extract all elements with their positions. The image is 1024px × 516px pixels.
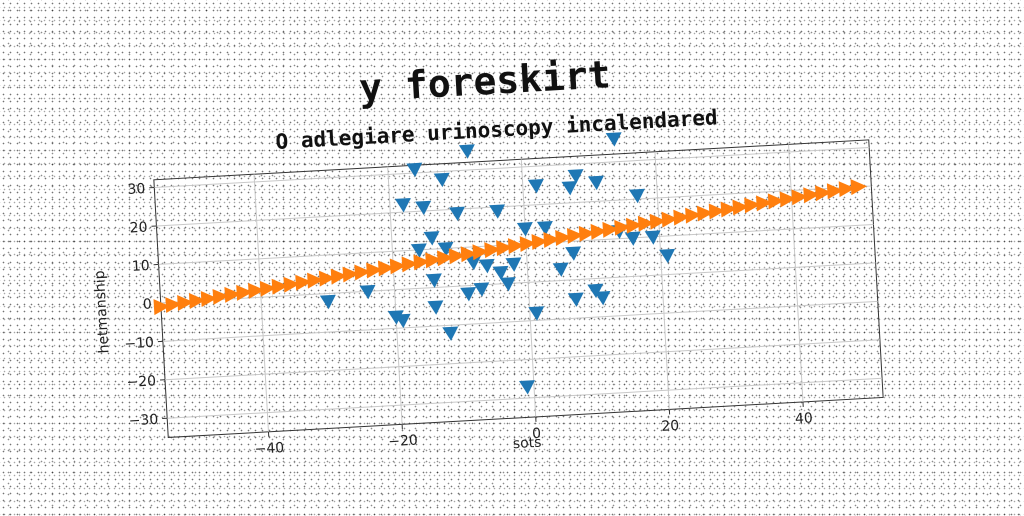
y-tick-label: 0	[142, 296, 152, 312]
y-tick-label: 30	[127, 181, 146, 198]
chart-subtitle: O adlegiare urinoscopy incalendared	[275, 105, 718, 154]
x-axis-label: sots	[512, 435, 542, 453]
data-point	[519, 380, 536, 395]
x-tick-label: 40	[795, 410, 814, 427]
rotated-figure: y foreskirt O adlegiare urinoscopy incal…	[81, 38, 885, 475]
y-tick-label: −10	[124, 335, 154, 353]
data-point	[594, 291, 611, 306]
x-tick-label: 20	[661, 418, 680, 435]
y-tick-label: 10	[131, 258, 150, 275]
data-point	[427, 300, 444, 315]
data-point	[561, 181, 578, 196]
data-point	[851, 178, 868, 195]
data-point	[500, 277, 517, 292]
data-point	[645, 230, 662, 245]
data-point	[473, 282, 490, 297]
y-gridline	[154, 148, 869, 188]
data-point	[442, 327, 459, 342]
y-gridline	[165, 340, 880, 380]
y-tick-labels: −30 −20 −10 0 10 20 30	[115, 181, 158, 429]
x-gridline	[521, 159, 535, 417]
data-point	[568, 292, 585, 307]
data-point	[411, 243, 428, 258]
y-gridline	[163, 301, 878, 341]
data-point	[415, 201, 432, 216]
data-point	[449, 207, 466, 222]
data-point	[528, 306, 545, 321]
data-point	[395, 198, 412, 213]
data-point	[625, 231, 642, 246]
data-point	[588, 176, 605, 191]
data-point	[320, 295, 337, 310]
x-gridline	[655, 152, 669, 410]
x-gridline	[254, 174, 268, 432]
y-tick-label: 20	[129, 219, 148, 236]
y-gridline	[161, 263, 876, 303]
chart-title: y foreskirt	[358, 52, 612, 110]
data-point	[434, 173, 451, 188]
y-tick-label: −20	[126, 373, 156, 391]
data-point	[460, 287, 477, 302]
x-gridline	[789, 144, 803, 402]
data-point	[629, 189, 646, 204]
data-point	[565, 246, 582, 261]
data-point	[505, 257, 522, 272]
data-point	[406, 163, 423, 178]
data-point	[479, 259, 496, 274]
data-point	[459, 144, 476, 159]
data-point	[489, 204, 506, 219]
data-point	[360, 285, 377, 300]
x-tick-label: −20	[388, 433, 418, 451]
data-point	[553, 262, 570, 277]
data-point	[426, 273, 443, 288]
x-tick-label: −40	[254, 440, 284, 458]
y-axis-label: hetmanship	[92, 270, 113, 354]
y-tick-label: −30	[128, 412, 158, 430]
data-point	[606, 132, 623, 147]
data-point	[528, 179, 545, 194]
series-triangles-right	[149, 178, 872, 315]
data-point	[517, 222, 534, 237]
data-point	[659, 249, 676, 264]
